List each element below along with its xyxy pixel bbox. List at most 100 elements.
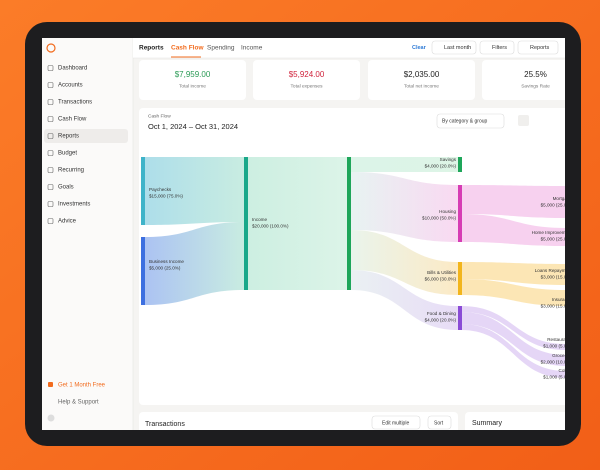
card-label: Total expenses: [291, 83, 324, 89]
flow-ribbon: [145, 157, 244, 225]
flow-ribbon: [461, 312, 565, 366]
action-label[interactable]: Last month: [444, 45, 471, 51]
summary-card: [482, 60, 565, 100]
action-button[interactable]: [517, 40, 559, 55]
node-bar: [458, 185, 462, 242]
node-value: $5,000 (25.0%): [541, 203, 573, 208]
nav-icon: [47, 218, 54, 224]
nav-icon: [47, 184, 54, 190]
card-value: $7,959.00: [175, 70, 211, 79]
summary-panel: [465, 412, 565, 430]
card-value: 25.5%: [524, 70, 547, 79]
summary-title: Summary: [472, 420, 502, 427]
node-label: Coffee: [559, 368, 573, 373]
action-button[interactable]: [431, 40, 477, 55]
nav-item[interactable]: Budget: [58, 151, 77, 157]
flow-ribbon: [461, 279, 565, 306]
flow-ribbon: [248, 157, 347, 290]
node-label: Housing: [439, 209, 456, 214]
promo-link[interactable]: Get 1 Month Free: [58, 383, 106, 389]
action-button[interactable]: [479, 40, 515, 55]
node-label: Bills & Utilities: [427, 270, 457, 275]
nav-icon: [47, 133, 54, 139]
node-value: $15,000 (75.0%): [149, 194, 183, 199]
grouping-dropdown[interactable]: [436, 113, 505, 129]
node-value: $1,000 (5.0%): [543, 344, 572, 349]
nav-item[interactable]: Accounts: [58, 83, 83, 89]
node-value: $6,000 (30.0%): [425, 277, 457, 282]
nav-item[interactable]: Advice: [58, 219, 77, 225]
edit-label[interactable]: Edit multiple: [382, 420, 409, 426]
flow-ribbon: [351, 157, 458, 172]
node-value: $5,000 (25.0%): [149, 266, 181, 271]
view-toggle[interactable]: [550, 115, 561, 126]
node-bar: [141, 157, 145, 225]
nav-icon: [47, 116, 54, 122]
flow-ribbon: [351, 230, 458, 295]
node-value: $1,000 (5.0%): [543, 375, 572, 380]
nav-icon: [47, 201, 54, 207]
edit-button[interactable]: [371, 415, 421, 430]
sort-label[interactable]: Sort: [434, 420, 444, 426]
action-label[interactable]: Clear: [412, 45, 427, 51]
node-label: Income: [252, 217, 268, 222]
sidebar: [42, 38, 133, 430]
sort-button[interactable]: [427, 415, 452, 430]
flow-ribbon: [351, 270, 458, 330]
node-label: Food & Dining: [427, 311, 457, 316]
card-label: Total net income: [404, 83, 439, 89]
nav-item[interactable]: Transactions: [58, 100, 92, 106]
card-label: Savings Rate: [521, 83, 550, 89]
node-label: Paychecks: [149, 187, 172, 192]
tab[interactable]: Spending: [207, 45, 235, 52]
action-label[interactable]: Reports: [530, 45, 550, 51]
tab[interactable]: Cash Flow: [171, 45, 204, 52]
node-bar: [141, 237, 145, 305]
active-nav: [44, 129, 128, 143]
node-value: $10,000 (50.0%): [422, 216, 456, 221]
flow-ribbon: [461, 306, 565, 350]
view-toggle[interactable]: [534, 115, 545, 126]
view-toggle[interactable]: [518, 115, 529, 126]
card-value: $2,035.00: [404, 70, 440, 79]
nav-item[interactable]: Cash Flow: [58, 117, 87, 123]
promo-icon: [48, 382, 53, 387]
nav-icon: [47, 82, 54, 88]
flow-ribbon: [461, 324, 565, 378]
summary-card: [253, 60, 360, 100]
nav-item[interactable]: Dashboard: [58, 66, 87, 72]
node-label: Loans Repayment: [535, 268, 573, 273]
report-title: Cash Flow: [148, 113, 171, 119]
nav-icon: [47, 150, 54, 156]
node-value: $20,000 (100.0%): [252, 224, 289, 229]
flow-ribbon: [145, 222, 244, 305]
summary-card: [139, 60, 246, 100]
nav-item[interactable]: Recurring: [58, 168, 84, 174]
grouping-label[interactable]: By category & group: [442, 118, 488, 124]
nav-item[interactable]: Reports: [58, 134, 79, 140]
action-label[interactable]: Filters: [492, 45, 507, 51]
nav-item[interactable]: Investments: [58, 202, 90, 208]
node-label: Savings: [440, 157, 457, 162]
logo: [46, 43, 56, 53]
nav-icon: [47, 99, 54, 105]
node-bar: [347, 157, 351, 290]
node-label: Mortgage: [553, 196, 573, 201]
node-label: Groceries: [552, 353, 573, 358]
card-label: Total income: [179, 83, 206, 89]
card-value: $5,924.00: [289, 70, 325, 79]
nav-item[interactable]: Goals: [58, 185, 74, 191]
node-label: Business Income: [149, 259, 184, 264]
avatar: [47, 414, 55, 422]
help-link[interactable]: Help & Support: [58, 400, 99, 406]
node-bar: [458, 262, 462, 295]
flow-ribbon: [461, 185, 565, 218]
node-bar: [458, 306, 462, 330]
transactions-title: Transactions: [145, 421, 185, 428]
node-value: $3,000 (15.0%): [541, 304, 573, 309]
node-value: $2,000 (10.0%): [541, 360, 573, 365]
tab[interactable]: Income: [241, 45, 263, 52]
tab: Reports: [139, 45, 164, 52]
node-value: $4,000 (20.0%): [425, 164, 457, 169]
